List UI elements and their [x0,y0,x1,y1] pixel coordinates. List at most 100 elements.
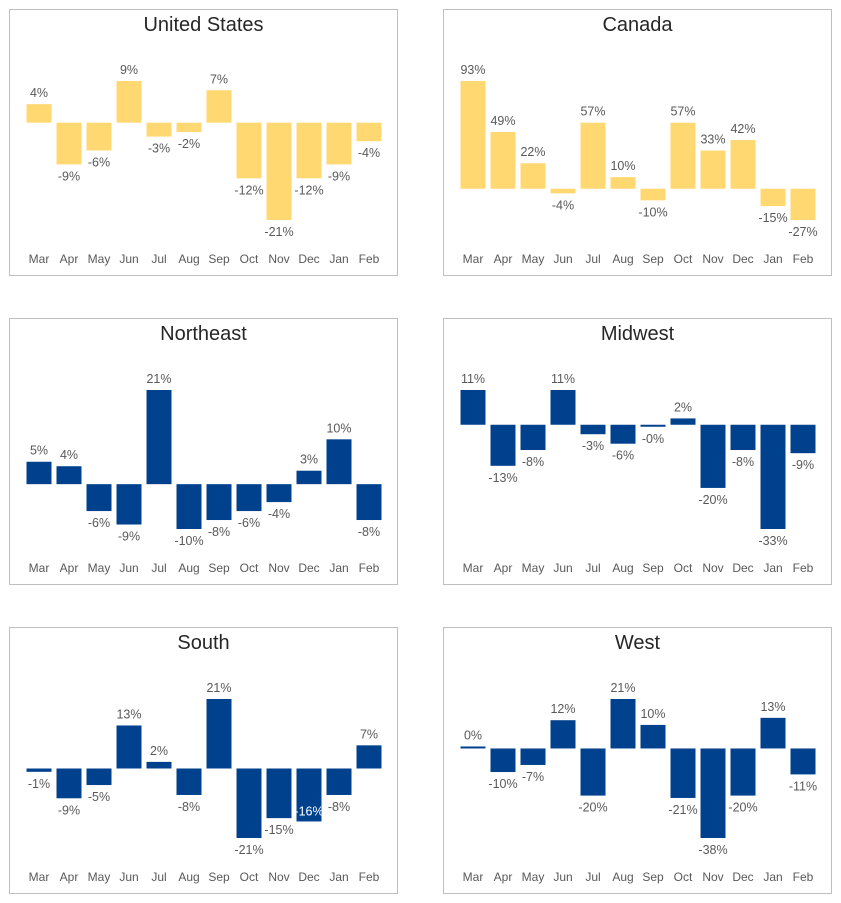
data-label: -38% [698,843,727,857]
data-label: -8% [732,455,754,469]
x-tick-label: Oct [240,870,259,884]
data-label: -10% [488,777,517,791]
x-tick-label: Mar [29,561,50,575]
data-label: -20% [698,493,727,507]
bar [700,748,726,838]
x-tick-label: Nov [702,561,723,575]
data-label: -4% [552,198,574,212]
data-label: -8% [178,800,200,814]
x-tick-label: Feb [793,252,814,266]
bar [206,484,232,521]
data-label: -7% [522,770,544,784]
chart-canada: Canada 93% Mar 49% Apr 22% May -4% Jun 57% Jul 10% A… [443,9,832,276]
x-tick-label: Apr [60,561,79,575]
x-tick-label: Oct [240,561,259,575]
x-tick-label: May [88,561,111,575]
data-label: -10% [638,205,667,219]
x-tick-label: May [88,870,111,884]
chart-title: Canada [602,14,673,36]
data-label: -9% [58,803,80,817]
x-tick-label: Jun [553,561,572,575]
bar [56,466,82,485]
data-label: -11% [789,779,817,793]
bar [176,484,202,529]
bar [700,150,726,189]
data-label: -12% [294,183,323,197]
data-label: 57% [670,105,695,119]
x-tick-label: Oct [674,870,693,884]
data-label: 13% [116,707,141,721]
x-tick-label: Aug [178,561,199,575]
chart-united-states: United States 4% Mar -9% Apr -6% May 9% Jun -3% Ju… [9,9,398,276]
bar [610,424,636,444]
x-tick-label: Dec [298,252,319,266]
x-tick-label: Mar [29,252,50,266]
bar [490,748,516,773]
bar [266,768,292,819]
data-label: -15% [264,823,293,837]
x-tick-label: Sep [642,561,664,575]
bar [730,140,756,189]
bar [640,424,666,427]
data-label: 49% [490,114,515,128]
data-label: 4% [60,448,78,462]
x-tick-label: Apr [494,252,513,266]
data-label: -20% [578,801,607,815]
chart-west: West 0% Mar -10% Apr -7% May 12% Jun -20% Jul 21% Au… [443,627,832,894]
x-tick-label: Dec [732,870,753,884]
bar [236,484,262,512]
bar [266,484,292,503]
x-tick-label: Apr [494,870,513,884]
bar [640,724,666,749]
x-tick-label: Aug [612,252,633,266]
data-label: -2% [178,137,200,151]
data-label: 12% [550,702,575,716]
x-tick-label: May [522,252,545,266]
data-label: -4% [358,146,380,160]
bar [790,188,816,220]
bar [116,81,142,123]
bar [490,424,516,466]
bar [730,424,756,451]
x-tick-label: Jan [329,870,348,884]
data-label: -10% [174,534,203,548]
bar [520,424,546,451]
bar [26,461,52,485]
data-label: -9% [58,169,80,183]
x-tick-label: Jan [763,561,782,575]
bar [146,122,172,137]
data-label: -9% [118,530,140,544]
bar [356,122,382,142]
x-tick-label: Dec [732,252,753,266]
data-label: -8% [522,455,544,469]
bar [730,748,756,796]
x-tick-label: Jun [119,561,138,575]
bar [670,418,696,425]
bar [326,439,352,485]
bar [206,90,232,123]
bar [176,122,202,132]
x-tick-label: Oct [674,252,693,266]
bar [296,122,322,179]
data-label: 2% [674,400,692,414]
x-tick-label: Jul [585,561,600,575]
data-label: -4% [268,507,290,521]
data-label: 4% [30,86,48,100]
bar [86,768,112,786]
bar [146,390,172,485]
x-tick-label: Jul [151,252,166,266]
bar [610,177,636,189]
bar [56,768,82,799]
data-label: -21% [234,843,263,857]
bar [326,768,352,795]
plot-area: -1% Mar -9% Apr -5% May 13% Jun 2% Jul -8% Aug 21% Se… [26,681,382,884]
data-label: 21% [146,372,171,386]
x-tick-label: Dec [732,561,753,575]
bar [460,81,486,189]
bar [86,484,112,512]
data-label: -13% [488,471,517,485]
data-label: 13% [760,700,785,714]
data-label: -12% [234,183,263,197]
bar [580,122,606,189]
data-label: -0% [642,432,664,446]
